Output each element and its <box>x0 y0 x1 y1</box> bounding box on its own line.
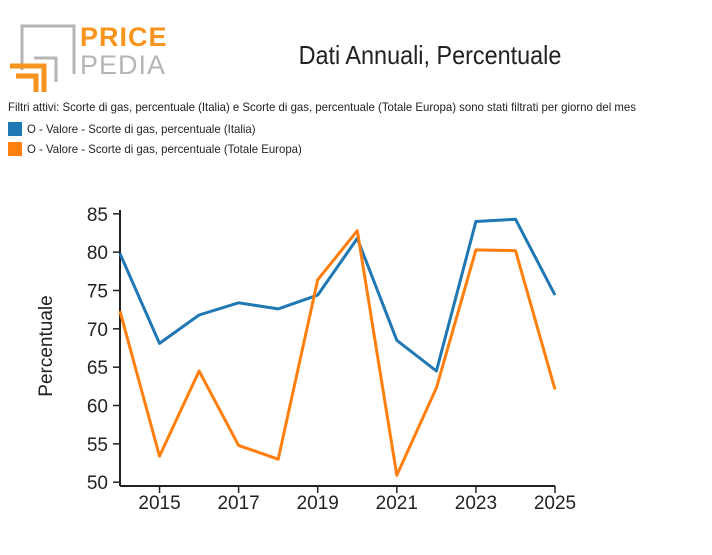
series-line-italia <box>118 217 557 373</box>
x-tick-label: 2015 <box>138 493 180 514</box>
logo-word-price: PRICE <box>80 22 168 52</box>
x-tick-label: 2017 <box>217 493 259 514</box>
y-tick-label: 60 <box>87 397 108 418</box>
legend: O - Valore - Scorte di gas, percentuale … <box>8 119 316 159</box>
x-tick-label: 2021 <box>376 493 418 514</box>
active-filters-text: Filtri attivi: Scorte di gas, percentual… <box>8 100 636 114</box>
legend-label-europa: O - Valore - Scorte di gas, percentuale … <box>27 142 302 156</box>
chart-axes: 50 55 60 65 70 75 80 85 2015 2017 2019 2021 2023 2025 <box>87 205 576 514</box>
x-tick-label: 2019 <box>297 493 339 514</box>
legend-label-italia: O - Valore - Scorte di gas, percentuale … <box>27 122 256 136</box>
chart-title: Dati Annuali, Percentuale <box>298 40 562 70</box>
logo-mark <box>10 24 76 92</box>
chart-series <box>118 217 557 477</box>
y-tick-label: 55 <box>87 435 108 456</box>
y-tick-label: 70 <box>87 320 108 341</box>
y-tick-label: 65 <box>87 358 108 379</box>
legend-swatch-europa <box>8 142 22 156</box>
legend-item-europa[interactable]: O - Valore - Scorte di gas, percentuale … <box>8 139 316 159</box>
x-tick-label: 2023 <box>455 493 497 514</box>
legend-item-italia[interactable]: O - Valore - Scorte di gas, percentuale … <box>8 119 316 139</box>
pricepedia-logo: PRICE PEDIA <box>8 22 168 94</box>
x-tick-label: 2025 <box>534 493 576 514</box>
y-tick-label: 80 <box>87 243 108 264</box>
y-axis-label: Percentuale <box>36 295 57 396</box>
y-tick-label: 75 <box>87 282 108 303</box>
logo-word-pedia: PEDIA <box>80 50 167 80</box>
series-line-europa <box>118 229 557 477</box>
y-tick-label: 85 <box>87 205 108 226</box>
y-tick-label: 50 <box>87 473 108 494</box>
legend-swatch-italia <box>8 122 22 136</box>
